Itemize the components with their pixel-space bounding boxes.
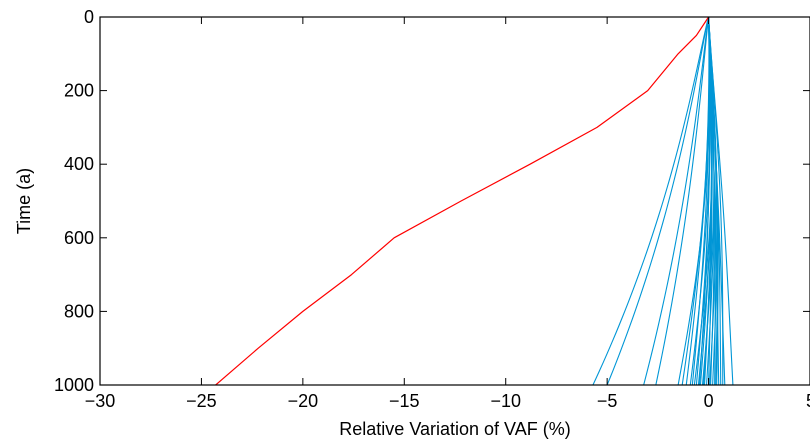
y-tick-label: 1000 [54,375,94,395]
x-tick-label: −10 [490,391,521,411]
ensemble-curve [708,16,734,386]
highlight-series-group [215,16,710,386]
plot-frame [99,16,810,386]
y-tick-label: 200 [64,81,94,101]
y-tick-label: 400 [64,154,94,174]
x-axis: −30 −25 −20 −15 −10 −5 0 5 [85,17,810,411]
highlight-curve [215,16,710,386]
ensemble-curve [681,16,710,386]
x-tick-label: 5 [806,391,810,411]
ensemble-curve [606,16,710,386]
ensemble-series-group [592,16,734,386]
ensemble-curve [655,16,710,386]
x-tick-label: 0 [704,391,714,411]
ensemble-curve [592,16,710,386]
ensemble-curve [708,16,719,386]
y-axis-title: Time (a) [14,168,34,234]
x-tick-label: −5 [597,391,618,411]
y-tick-label: 800 [64,301,94,321]
x-tick-label: −15 [389,391,420,411]
y-axis: 0 200 400 600 800 1000 [54,7,810,395]
y-tick-label: 0 [84,7,94,27]
x-axis-title: Relative Variation of VAF (%) [339,419,570,439]
x-tick-label: −30 [85,391,116,411]
ensemble-curve [702,16,713,386]
x-tick-label: −20 [288,391,319,411]
x-tick-label: −25 [186,391,217,411]
ensemble-curve [643,16,710,386]
y-tick-label: 600 [64,228,94,248]
